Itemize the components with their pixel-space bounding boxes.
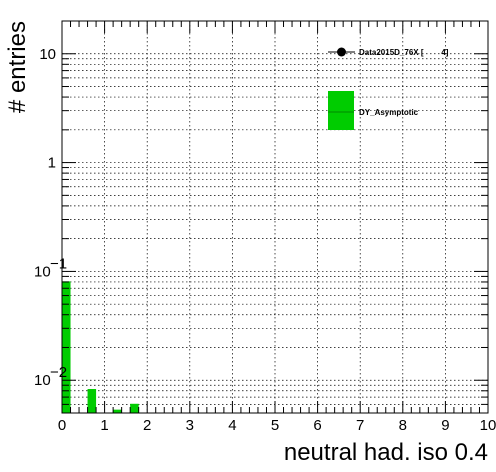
x-axis-title: neutral had. iso 0.4 [284, 439, 488, 466]
x-tick-label: 9 [441, 417, 449, 434]
x-tick-label: 0 [58, 417, 66, 434]
legend-swatch [328, 91, 354, 130]
histogram-bar [113, 410, 122, 413]
y-tick-label-exponent: −2 [50, 364, 67, 381]
y-axis-title: # entries [4, 21, 31, 113]
x-tick-label: 10 [480, 417, 496, 434]
legend-marker [337, 47, 346, 57]
x-tick-label: 4 [228, 417, 236, 434]
x-tick-label: 2 [143, 417, 151, 434]
x-tick-label: 1 [100, 417, 108, 434]
x-tick-label: 7 [356, 417, 364, 434]
histogram-bar [130, 404, 139, 413]
x-tick-label: 8 [399, 417, 407, 434]
legend: Data2015D_76X [ 4] DY_Asymptotic [328, 47, 449, 130]
legend-label-mc: DY_Asymptotic [359, 108, 419, 117]
y-tick-label: 1 [48, 155, 56, 172]
x-tick-label: 5 [271, 417, 279, 434]
axis-ticks [61, 20, 489, 414]
y-tick-label: 10 [34, 263, 51, 280]
x-tick-label: 3 [186, 417, 194, 434]
x-tick-label: 6 [313, 417, 321, 434]
y-tick-label: 10 [34, 372, 51, 389]
grid-lines [62, 20, 488, 414]
legend-label-data: Data2015D_76X [ 4] [359, 48, 449, 57]
y-tick-label-exponent: −1 [50, 255, 67, 272]
histogram-bar [87, 389, 97, 413]
x-tick-labels: 0 1 2 3 4 5 6 7 8 9 10 [58, 417, 496, 434]
y-tick-label: 10 [39, 46, 56, 63]
